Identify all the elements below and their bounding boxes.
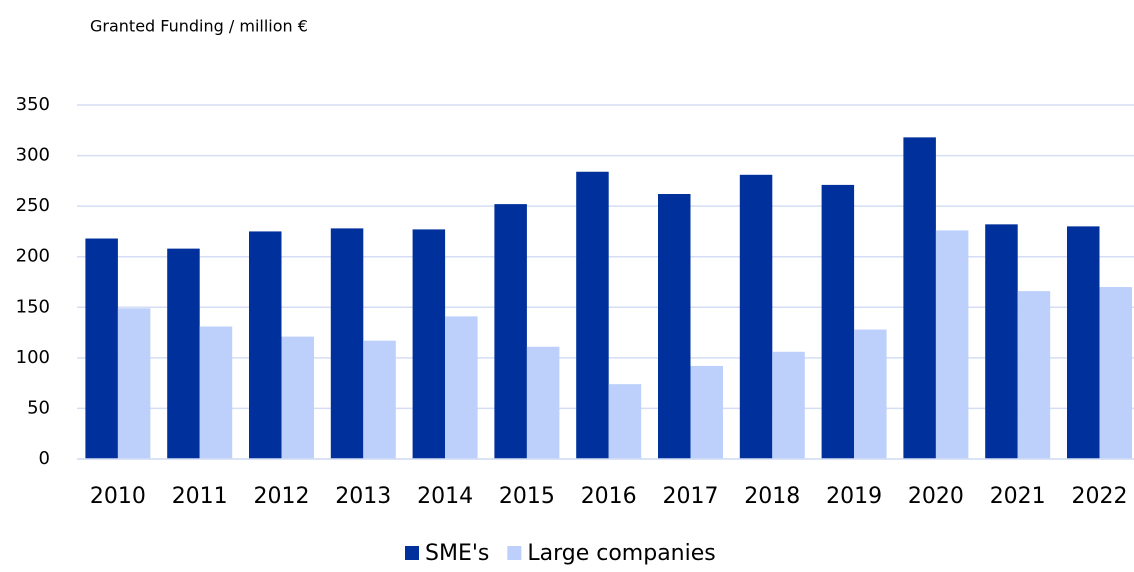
x-tick-label: 2017 [663, 484, 719, 509]
bar [167, 248, 200, 459]
x-tick-label: 2011 [172, 484, 228, 509]
bar [658, 194, 691, 459]
bar [330, 228, 364, 459]
bar [854, 329, 887, 459]
bar [117, 308, 151, 459]
bar [85, 238, 118, 459]
legend-swatch [405, 546, 419, 560]
legend-label: Large companies [527, 541, 715, 566]
x-tick-label: 2014 [417, 484, 473, 509]
bar [772, 351, 805, 459]
bar [412, 229, 446, 459]
bar [1099, 287, 1132, 459]
bar [494, 204, 527, 459]
bar [739, 174, 773, 459]
bar [903, 137, 936, 459]
bar [363, 340, 396, 459]
bar [576, 171, 609, 460]
x-tick-label: 2022 [1072, 484, 1128, 509]
y-tick-label: 100 [16, 347, 50, 368]
bar [690, 365, 723, 459]
x-tick-label: 2010 [90, 484, 146, 509]
x-tick-label: 2013 [335, 484, 391, 509]
bar [985, 224, 1018, 459]
legend-swatch [507, 546, 522, 560]
bar [821, 184, 855, 459]
y-tick-label: 200 [16, 246, 50, 267]
y-tick-label: 50 [27, 397, 50, 418]
y-tick-label: 0 [39, 448, 50, 469]
x-tick-label: 2016 [581, 484, 637, 509]
bar [608, 384, 642, 459]
x-tick-label: 2012 [254, 484, 310, 509]
bar [1067, 226, 1100, 459]
bar [445, 316, 478, 459]
x-tick-label: 2020 [908, 484, 964, 509]
bar [249, 231, 282, 459]
chart-title: Granted Funding / million € [90, 17, 308, 36]
bar [281, 336, 314, 459]
x-tick-label: 2019 [826, 484, 882, 509]
x-tick-label: 2021 [990, 484, 1046, 509]
x-tick-label: 2015 [499, 484, 555, 509]
x-tick-label: 2018 [744, 484, 800, 509]
bar [1017, 291, 1051, 459]
bar [526, 346, 560, 459]
y-tick-label: 250 [16, 195, 50, 216]
bar [935, 230, 969, 459]
y-tick-label: 300 [16, 145, 50, 166]
y-tick-label: 350 [16, 94, 50, 115]
y-tick-label: 150 [16, 296, 50, 317]
legend-label: SME's [425, 541, 489, 566]
bar [199, 326, 233, 459]
